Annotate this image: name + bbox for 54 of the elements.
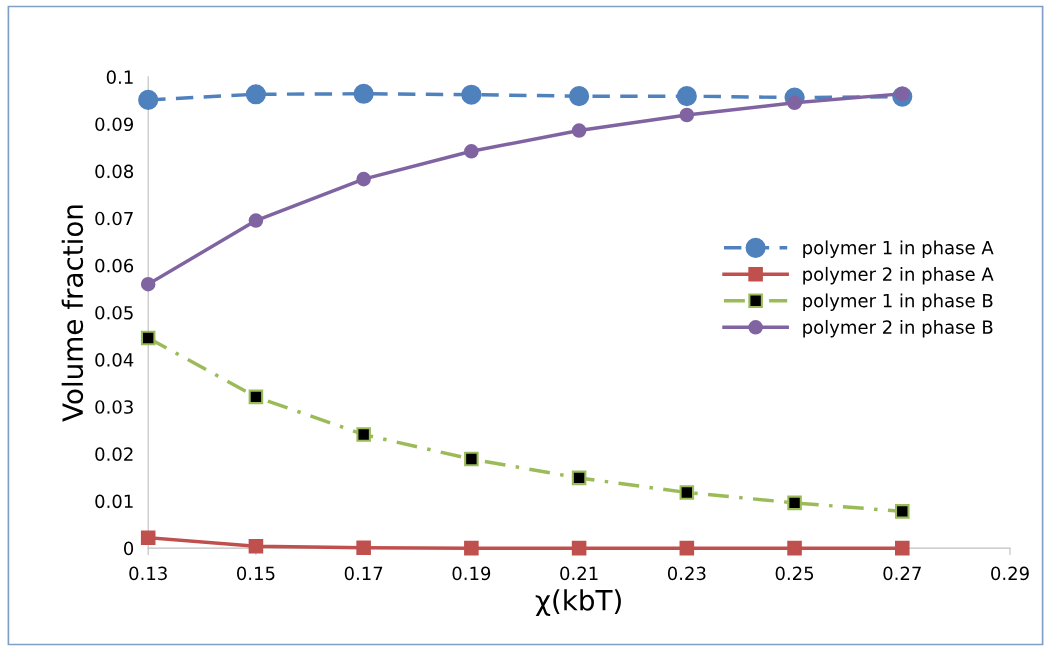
point bbox=[138, 89, 159, 110]
point bbox=[571, 540, 587, 556]
x-axis-title: χ(kbT) bbox=[535, 589, 621, 617]
y-tick-label: 0.04 bbox=[95, 353, 134, 367]
x-tick-label: 0.19 bbox=[452, 566, 491, 581]
y-tick-label: 0.02 bbox=[95, 447, 133, 461]
x-tick-label: 0.13 bbox=[129, 566, 167, 581]
point bbox=[894, 504, 910, 519]
point bbox=[248, 389, 264, 405]
point bbox=[140, 530, 156, 546]
y-tick-label: 0.03 bbox=[95, 400, 133, 414]
y-tick-label: 0.05 bbox=[95, 305, 133, 320]
point bbox=[679, 540, 695, 556]
point bbox=[356, 540, 371, 555]
y-tick-label: 0.1 bbox=[106, 70, 133, 84]
x-tick-label: 0.27 bbox=[883, 566, 921, 581]
point bbox=[679, 107, 695, 123]
y-tick-label: 0.09 bbox=[95, 117, 134, 132]
point bbox=[461, 84, 482, 105]
point bbox=[787, 540, 802, 556]
point bbox=[140, 330, 156, 346]
point bbox=[245, 84, 266, 105]
point bbox=[569, 86, 590, 107]
legend-label: polymer 2 in phase A bbox=[803, 266, 994, 285]
legend-label: polymer 1 in phase A bbox=[803, 240, 994, 258]
x-tick-label: 0.15 bbox=[237, 566, 275, 581]
x-tick-label: 0.25 bbox=[775, 566, 814, 581]
y-tick-label: 0 bbox=[124, 541, 134, 556]
y-tick-label: 0.06 bbox=[95, 258, 134, 273]
y-tick-label: 0.01 bbox=[95, 494, 133, 509]
point bbox=[248, 538, 264, 554]
point bbox=[356, 427, 371, 442]
y-tick-label: 0.07 bbox=[95, 211, 133, 226]
point bbox=[676, 86, 697, 107]
x-tick-label: 0.17 bbox=[344, 566, 383, 581]
point bbox=[464, 540, 479, 556]
point bbox=[248, 213, 264, 228]
point bbox=[464, 451, 479, 467]
x-tick-label: 0.29 bbox=[991, 566, 1029, 581]
point bbox=[571, 123, 587, 138]
point bbox=[787, 495, 802, 511]
point bbox=[140, 276, 156, 292]
y-axis-title: Volume fraction bbox=[61, 205, 84, 422]
point bbox=[353, 83, 374, 104]
x-tick-label: 0.23 bbox=[667, 566, 706, 581]
x-tick-label: 0.21 bbox=[560, 566, 598, 581]
y-tick-label: 0.08 bbox=[95, 164, 134, 179]
point bbox=[894, 540, 910, 556]
legend-label: polymer 1 in phase B bbox=[803, 293, 993, 311]
point bbox=[679, 485, 695, 500]
legend-label: polymer 2 in phase B bbox=[803, 319, 993, 338]
point bbox=[356, 171, 371, 187]
point bbox=[464, 144, 479, 159]
point bbox=[571, 470, 587, 486]
